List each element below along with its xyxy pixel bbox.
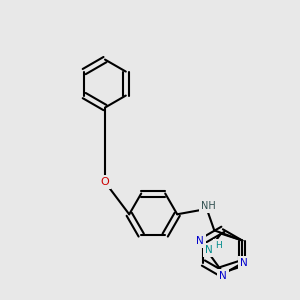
Text: H: H — [215, 241, 222, 250]
Text: N: N — [205, 245, 213, 255]
Text: O: O — [100, 177, 109, 187]
Text: N: N — [240, 258, 248, 268]
Text: NH: NH — [201, 201, 216, 211]
Text: N: N — [196, 236, 204, 245]
Text: N: N — [219, 271, 227, 281]
